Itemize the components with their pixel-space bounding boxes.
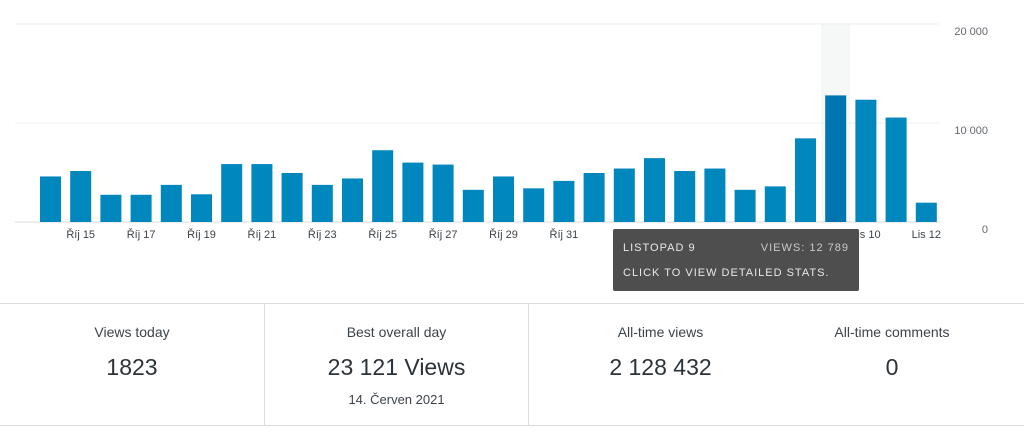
stat-value: 23 121 Views [327, 354, 466, 380]
stat-label: Views today [94, 324, 170, 340]
stat-sub: 14. Červen 2021 [348, 392, 445, 407]
bar[interactable] [372, 150, 394, 222]
x-tick-label: Říj 31 [550, 228, 579, 241]
bar[interactable] [885, 117, 907, 222]
tooltip-date: LISTOPAD 9 [623, 242, 696, 254]
stat-value: 0 [885, 354, 899, 380]
x-tick-label: Lis 12 [912, 229, 941, 241]
stat-value: 1823 [106, 354, 158, 380]
tooltip-hint: CLICK TO VIEW DETAILED STATS. [623, 267, 830, 279]
x-tick-label: Říj 21 [248, 228, 277, 241]
x-tick-label: Říj 23 [308, 228, 337, 241]
y-tick-label: 0 [982, 224, 988, 236]
x-tick-label: Říj 19 [187, 228, 216, 241]
views-chart[interactable]: 20 000 10 000 0 Říj 15 Říj 17 Říj 19 Říj 21 Říj… [0, 0, 1024, 303]
stat-views-today: Views today 1823 [0, 304, 264, 426]
bar[interactable] [462, 189, 484, 222]
bar-chart-svg[interactable]: 20 000 10 000 0 Říj 15 Říj 17 Říj 19 Říj 21 Říj… [0, 0, 1024, 303]
bar[interactable] [342, 178, 363, 222]
bar[interactable] [523, 188, 545, 222]
bar[interactable] [674, 171, 696, 222]
bar[interactable] [281, 172, 303, 222]
tooltip-views: VIEWS: 12 789 [760, 242, 849, 254]
x-tick-label: Říj 17 [127, 228, 156, 241]
stat-alltime-views: All-time views 2 128 432 [529, 304, 792, 426]
bar[interactable] [855, 99, 877, 222]
bar[interactable] [221, 164, 243, 222]
stat-label: All-time views [617, 324, 704, 340]
bar[interactable] [130, 194, 152, 222]
bar[interactable] [493, 176, 514, 222]
x-tick-label: Říj 29 [489, 228, 518, 241]
stat-label: Best overall day [346, 324, 447, 340]
bar[interactable] [734, 189, 756, 222]
bar[interactable] [70, 171, 92, 222]
stat-label: All-time comments [834, 324, 950, 340]
x-tick-label: Říj 27 [429, 228, 458, 241]
bar[interactable] [100, 194, 122, 222]
bar[interactable] [402, 162, 424, 222]
bar[interactable] [553, 180, 575, 222]
bar[interactable] [764, 186, 786, 222]
stat-value: 2 128 432 [609, 354, 712, 380]
stats-summary: Views today 1823 Best overall day 23 121… [0, 303, 1024, 426]
bar[interactable] [432, 164, 454, 222]
bar[interactable] [311, 184, 333, 222]
y-tick-label: 10 000 [954, 125, 988, 137]
bar[interactable] [915, 202, 937, 222]
bar[interactable] [583, 172, 605, 222]
x-tick-label: Říj 25 [368, 228, 397, 241]
stat-best-day: Best overall day 23 121 Views 14. Červen… [265, 304, 528, 426]
bar[interactable] [40, 176, 61, 222]
bar[interactable] [825, 95, 847, 222]
chart-tooltip: LISTOPAD 9 VIEWS: 12 789 CLICK TO VIEW D… [613, 229, 859, 291]
bar[interactable] [191, 194, 212, 222]
bar[interactable] [644, 158, 665, 222]
bar[interactable] [795, 138, 816, 222]
bar[interactable] [613, 168, 635, 222]
stat-divider [264, 304, 265, 426]
stat-alltime-comments: All-time comments 0 [760, 304, 1024, 426]
stat-divider [528, 304, 529, 426]
bar[interactable] [160, 184, 182, 222]
bar[interactable] [251, 164, 273, 222]
bar[interactable] [704, 168, 726, 222]
y-tick-label: 20 000 [954, 26, 988, 38]
x-tick-label: Říj 15 [66, 228, 95, 241]
